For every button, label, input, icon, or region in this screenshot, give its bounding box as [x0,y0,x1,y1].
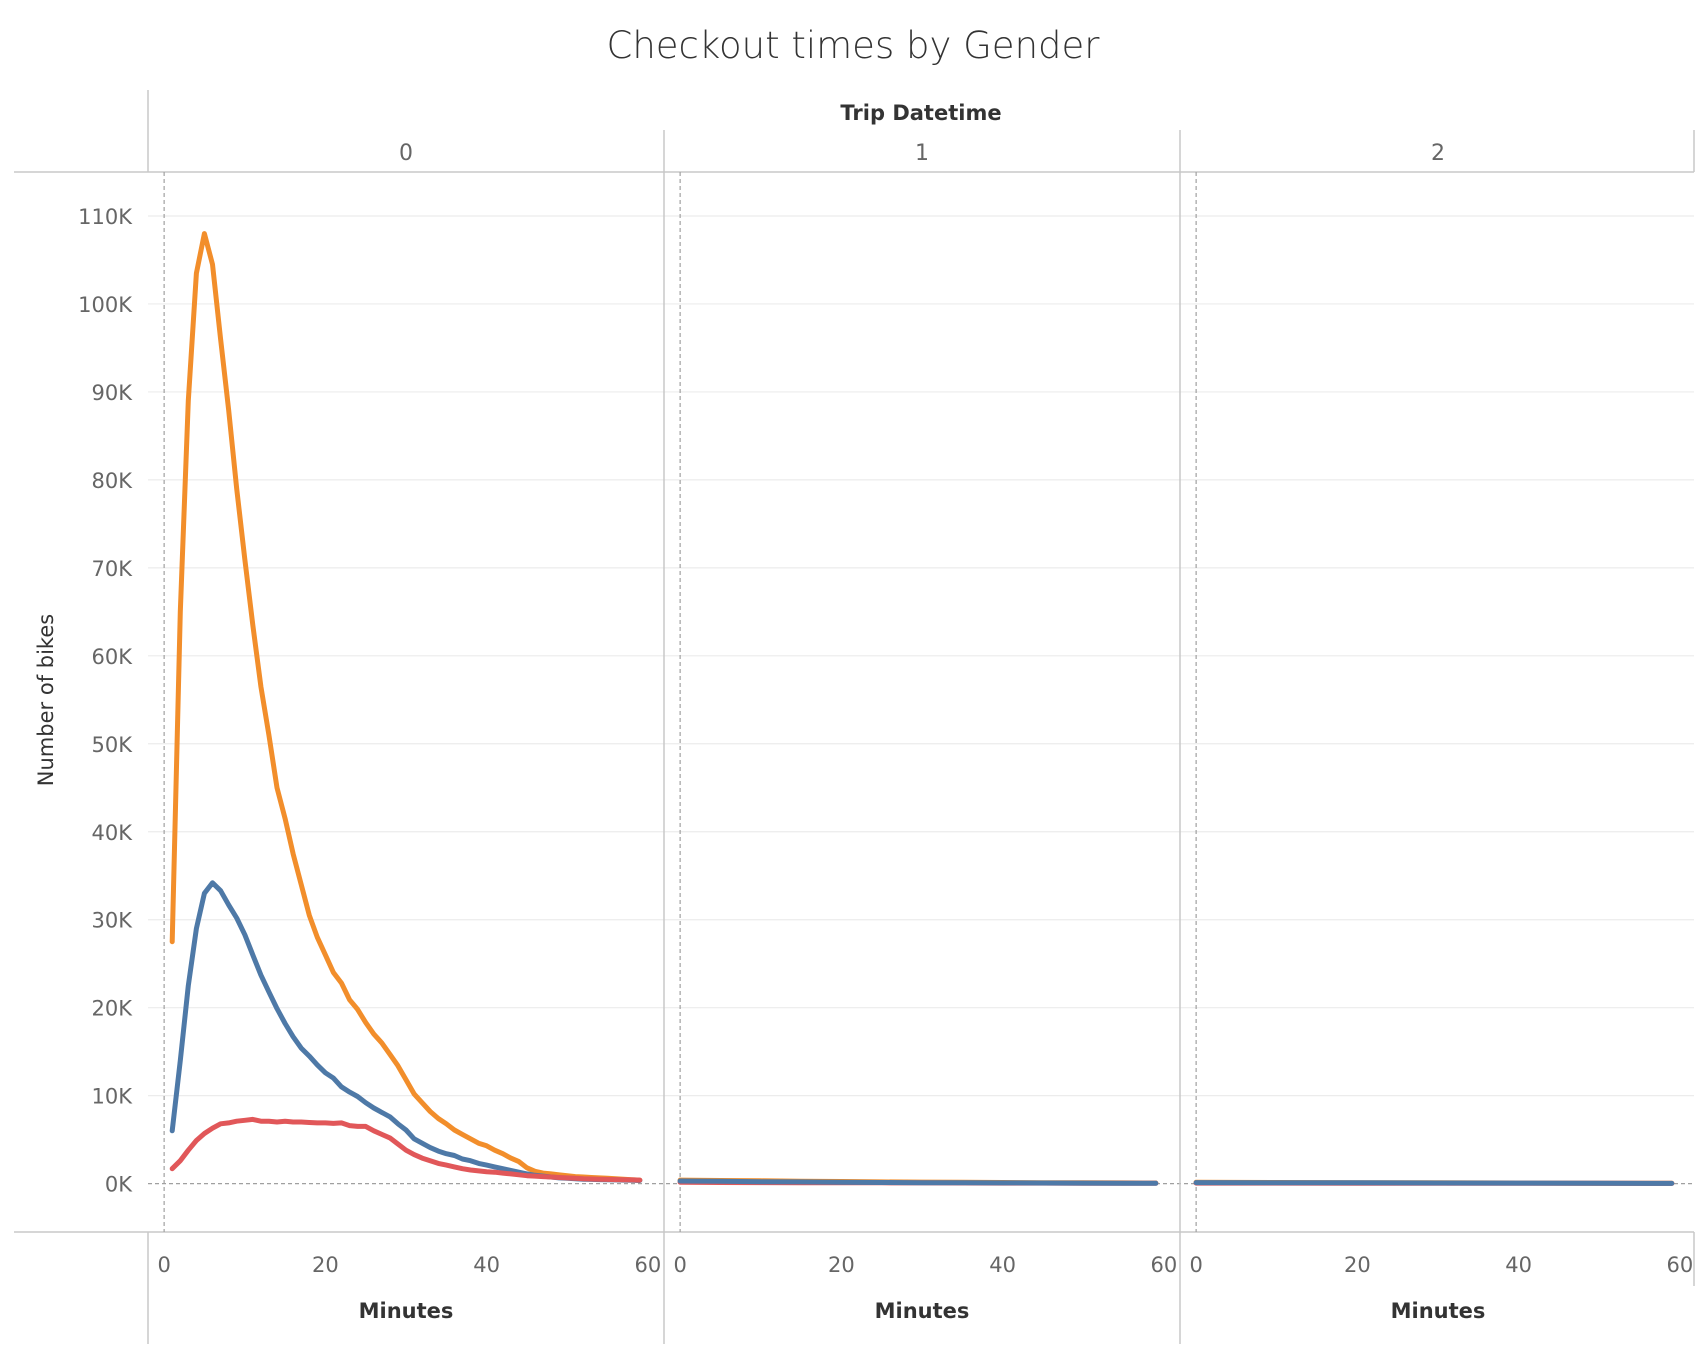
x-tick-label: 60 [635,1253,662,1277]
series-line [677,1178,1159,1186]
series-line [169,880,643,1183]
y-tick-label: 40K [92,821,134,845]
panel-header-label: 2 [1431,141,1445,166]
x-tick-label: 20 [828,1253,855,1277]
x-tick-label: 20 [312,1253,339,1277]
x-axis-label: Minutes [359,1299,454,1323]
x-tick-label: 40 [1505,1253,1532,1277]
y-tick-label: 110K [78,205,133,229]
x-tick-label: 40 [473,1253,500,1277]
panel-header-label: 1 [915,141,929,166]
x-tick-label: 0 [1189,1253,1202,1277]
y-tick-label: 90K [92,381,134,405]
y-tick-label: 20K [92,997,134,1021]
column-header-title: Trip Datetime [840,101,1001,125]
series-line [169,1116,643,1183]
x-tick-label: 40 [989,1253,1016,1277]
panel-0: 0 0 20 40 60 Minutes [157,141,661,1323]
x-tick-label: 60 [1151,1253,1178,1277]
x-axis-label: Minutes [875,1299,970,1323]
x-tick-label: 20 [1344,1253,1371,1277]
x-tick-label: 60 [1667,1253,1694,1277]
x-axis-label: Minutes [1391,1299,1486,1323]
series-line [1193,1180,1675,1186]
y-axis-label: Number of bikes [34,614,58,786]
y-tick-label: 50K [92,733,134,757]
y-tick-label: 10K [92,1085,134,1109]
panel-1: 1 0 20 40 60 Minutes [673,141,1177,1323]
y-axis: 0K 10K 20K 30K 40K 50K 60K 70K 80K 90K 100K 110K [78,205,133,1197]
x-tick-label: 0 [673,1253,686,1277]
x-tick-label: 0 [157,1253,170,1277]
y-tick-label: 100K [78,293,133,317]
y-tick-label: 60K [92,645,134,669]
y-tick-label: 80K [92,469,134,493]
chart-title: Checkout times by Gender [607,24,1101,67]
y-tick-label: 70K [92,557,134,581]
panel-header-label: 0 [399,141,413,166]
y-tick-label: 0K [105,1173,133,1197]
series-line [169,231,643,1183]
y-tick-label: 30K [92,909,134,933]
